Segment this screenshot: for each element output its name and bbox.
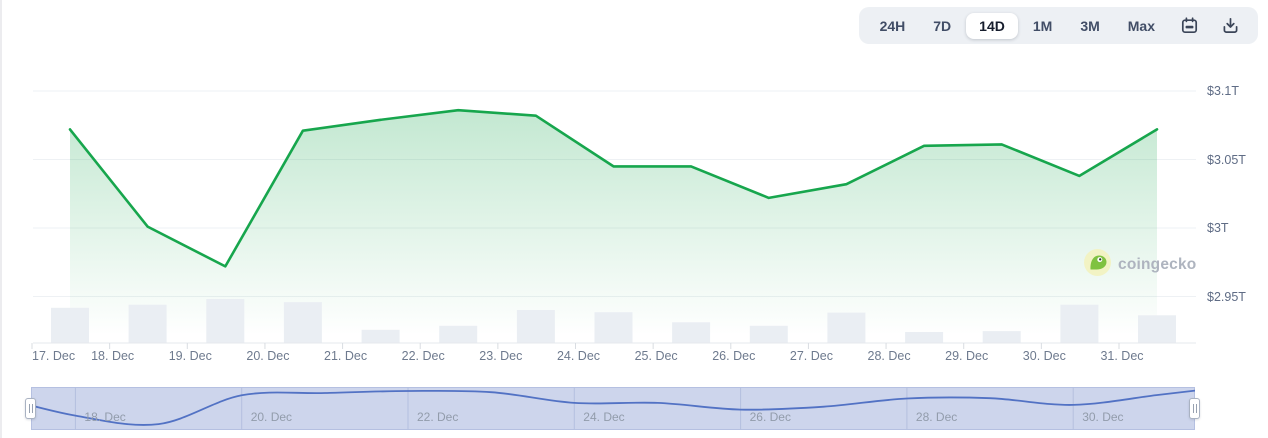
navigator-date-label: 24. Dec [583, 410, 625, 424]
y-axis-label: $3.05T [1207, 152, 1246, 167]
page-edge-divider [0, 0, 2, 438]
x-axis-label: 22. Dec [401, 349, 445, 363]
market-cap-chart[interactable] [0, 0, 1268, 378]
x-axis-label: 17. Dec [32, 349, 76, 363]
volume-bar [206, 299, 245, 343]
navigator-left-handle[interactable] [25, 398, 36, 419]
navigator-date-label: 30. Dec [1082, 410, 1124, 424]
x-axis-label: 30. Dec [1022, 349, 1066, 363]
navigator-date-label: 22. Dec [417, 410, 459, 424]
x-axis-label: 29. Dec [945, 349, 989, 363]
y-axis-label: $3T [1207, 221, 1229, 235]
download-button[interactable] [1211, 12, 1250, 39]
y-axis-label: $2.95T [1207, 289, 1246, 304]
x-axis-label: 23. Dec [479, 349, 523, 363]
navigator-date-label: 18. Dec [84, 410, 126, 424]
range-button-14d[interactable]: 14D [966, 12, 1018, 39]
range-button-1m[interactable]: 1M [1020, 13, 1065, 39]
range-button-7d[interactable]: 7D [920, 13, 964, 39]
volume-bar [283, 302, 322, 343]
x-axis-label: 19. Dec [168, 349, 212, 363]
x-axis-label: 20. Dec [246, 349, 290, 363]
y-axis-label: $3.1T [1207, 84, 1239, 98]
x-axis-label: 28. Dec [867, 349, 911, 363]
coingecko-logo-icon [1084, 249, 1111, 281]
volume-bar [594, 312, 633, 343]
calendar-range-button[interactable] [1170, 12, 1209, 39]
x-axis-label: 27. Dec [789, 349, 833, 363]
watermark-text: coingecko [1118, 256, 1197, 273]
x-axis-label: 31. Dec [1100, 349, 1144, 363]
volume-bar [128, 304, 167, 343]
range-button-group: 24H 7D 14D 1M 3M Max [867, 12, 1168, 39]
volume-bar [439, 325, 478, 343]
chart-navigator[interactable]: 18. Dec 20. Dec 22. Dec 24. Dec 26. Dec 28. D… [31, 387, 1195, 430]
market-cap-area [70, 110, 1157, 343]
volume-bar [749, 325, 788, 343]
range-button-3m[interactable]: 3M [1067, 13, 1112, 39]
market-cap-line [68, 108, 1159, 268]
volume-bar [905, 332, 944, 343]
range-button-max[interactable]: Max [1115, 13, 1168, 39]
x-axis-label: 26. Dec [712, 349, 756, 363]
coingecko-watermark: coingecko [1084, 249, 1196, 281]
volume-bar [982, 331, 1021, 343]
range-button-24h[interactable]: 24H [867, 13, 919, 39]
range-toolbar: 24H 7D 14D 1M 3M Max [858, 7, 1258, 44]
volume-bar [827, 312, 866, 343]
volume-bar [516, 310, 555, 343]
volume-bar [672, 322, 711, 343]
navigator-date-label: 20. Dec [250, 410, 293, 424]
navigator-line [31, 389, 1195, 426]
download-icon [1221, 16, 1240, 35]
x-axis-label: 18. Dec [91, 349, 135, 363]
volume-bar [51, 307, 89, 343]
x-axis-label: 25. Dec [634, 349, 678, 363]
navigator-date-label: 26. Dec [749, 410, 791, 424]
volume-bar [361, 329, 400, 343]
navigator-right-handle[interactable] [1189, 398, 1200, 419]
calendar-range-icon [1180, 16, 1199, 35]
x-axis-label: 21. Dec [324, 349, 368, 363]
volume-bar [1060, 304, 1099, 343]
volume-bar [1138, 315, 1176, 343]
x-axis-label: 24. Dec [556, 349, 601, 363]
navigator-date-label: 28. Dec [915, 410, 958, 424]
